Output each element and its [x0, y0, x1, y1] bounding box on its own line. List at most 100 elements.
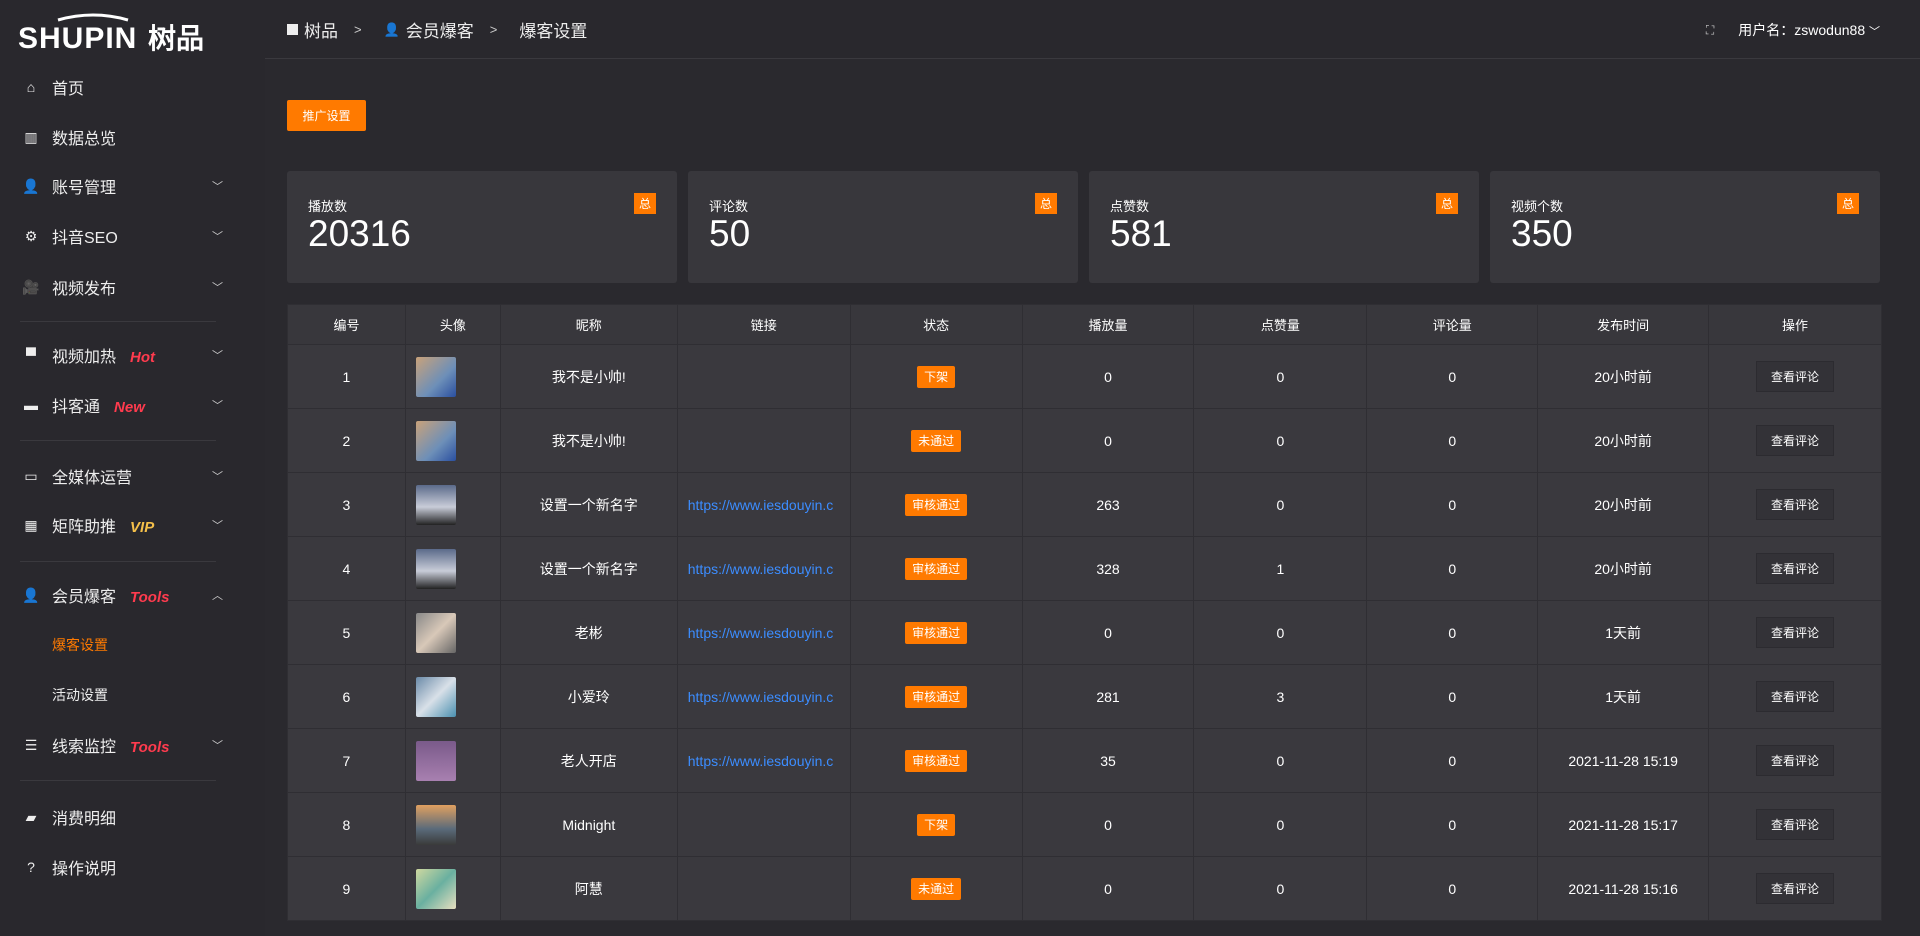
view-comments-button[interactable]: 查看评论 [1756, 553, 1835, 584]
chart-icon [287, 24, 298, 35]
sidebar-item[interactable]: ▥ 数据总览 [0, 117, 265, 157]
sidebar-subitem[interactable]: 爆客设置 [52, 637, 108, 653]
grid-icon: ▦ [24, 516, 38, 533]
divider [20, 561, 216, 562]
nickname: 小爱玲 [499, 664, 678, 729]
video-link[interactable] [676, 344, 851, 409]
sign-icon: ▀ [26, 347, 36, 363]
video-link[interactable]: https://www.iesdouyin.c [676, 600, 851, 665]
status-badge: 未通过 [911, 878, 962, 900]
play-count: 0 [1021, 600, 1195, 665]
user-menu[interactable]: 用户名：zswodun88 ﹀ [1738, 20, 1880, 40]
view-comments-button[interactable]: 查看评论 [1756, 489, 1835, 520]
view-comments-button[interactable]: 查看评论 [1756, 617, 1835, 648]
status-badge: 审核通过 [905, 686, 968, 708]
stat-title: 点赞数 [1110, 199, 1150, 214]
table-row: 1 我不是小帅! 下架 0 0 0 20小时前 查看评论 [287, 344, 1882, 409]
user-icon: 👤 [383, 21, 400, 37]
total-badge: 总 [1435, 193, 1458, 214]
view-comments-button[interactable]: 查看评论 [1756, 361, 1835, 392]
video-link[interactable]: https://www.iesdouyin.c [676, 472, 851, 537]
sidebar-item[interactable]: ☰ 线索监控 Tools ﹀ [0, 725, 265, 765]
stat-title: 视频个数 [1511, 199, 1564, 214]
video-link[interactable]: https://www.iesdouyin.c [676, 536, 851, 601]
help-icon: ? [27, 859, 35, 875]
column-header: 操作 [1708, 304, 1882, 345]
sidebar-item-label: 矩阵助推 VIP [52, 519, 155, 536]
breadcrumb-item[interactable]: 会员爆客 [405, 22, 474, 41]
comment-count: 0 [1366, 792, 1539, 857]
avatar [415, 868, 456, 909]
status-badge: 未通过 [911, 430, 962, 452]
sidebar-item[interactable]: ? 操作说明 [0, 847, 265, 887]
avatar [415, 548, 456, 589]
svg-text:树品: 树品 [148, 22, 204, 52]
table-row: 9 阿慧 未通过 0 0 0 2021-11-28 15:16 查看评论 [287, 856, 1882, 921]
sidebar-item[interactable]: ⚙ 抖音SEO ﹀ [0, 216, 265, 256]
sidebar-item-label: 会员爆客 Tools [52, 589, 170, 606]
comment-count: 0 [1366, 344, 1539, 409]
sidebar-tag: VIP [130, 519, 155, 536]
fullscreen-icon[interactable]: ⛶ [1705, 22, 1715, 37]
user-icon: 👤 [22, 586, 40, 603]
chevron-right-icon: > [354, 22, 362, 37]
promo-settings-button[interactable]: 推广设置 [287, 100, 366, 131]
video-link[interactable] [676, 856, 851, 921]
home-icon: ⌂ [26, 79, 36, 95]
column-header: 编号 [287, 304, 406, 345]
sidebar-item[interactable]: ▦ 矩阵助推 VIP ﹀ [0, 505, 265, 545]
chevron-down-icon: ﹀ [212, 231, 223, 243]
avatar [415, 676, 456, 717]
view-comments-button[interactable]: 查看评论 [1756, 681, 1835, 712]
sidebar-subitem[interactable]: 活动设置 [52, 687, 108, 703]
sidebar: SHUPIN 树品 ⌂ 首页 ▥ 数据总览 👤 账号管理 ﹀ ⚙ 抖音SEO ﹀ 🎥 视频发布 ﹀ ▀ 视频加… [0, 0, 265, 936]
chevron-down-icon: ﹀ [212, 181, 223, 193]
video-link[interactable] [676, 408, 851, 473]
video-link[interactable]: https://www.iesdouyin.c [676, 728, 851, 793]
sidebar-item-label: 数据总览 [52, 131, 117, 148]
divider [20, 321, 216, 322]
view-comments-button[interactable]: 查看评论 [1756, 745, 1835, 776]
play-count: 263 [1021, 472, 1195, 537]
view-comments-button[interactable]: 查看评论 [1756, 425, 1835, 456]
column-header: 点赞量 [1193, 304, 1368, 345]
sidebar-item[interactable]: 👤 会员爆客 Tools ︿ [0, 575, 265, 615]
sidebar-item[interactable]: ▭ 全媒体运营 ﹀ [0, 456, 265, 496]
publish-time: 1天前 [1537, 664, 1710, 729]
header: 树品 > 👤 会员爆客 > 爆客设置 ⛶ 用户名：zswodun88 ﹀ [265, 0, 1920, 59]
divider [20, 780, 216, 781]
like-count: 0 [1193, 472, 1368, 537]
total-badge: 总 [1034, 193, 1057, 214]
nickname: 老人开店 [499, 728, 678, 793]
nickname: 阿慧 [499, 856, 678, 921]
video-link[interactable] [676, 792, 851, 857]
row-id: 7 [287, 728, 406, 793]
publish-time: 20小时前 [1537, 472, 1710, 537]
avatar [415, 804, 456, 845]
sidebar-item-label: 消费明细 [52, 811, 117, 828]
column-header: 链接 [676, 304, 851, 345]
sidebar-item[interactable]: ▰ 消费明细 [0, 797, 265, 837]
table-row: 5 老彬 https://www.iesdouyin.c 审核通过 0 0 0 … [287, 600, 1882, 665]
publish-time: 2021-11-28 15:17 [1537, 792, 1710, 857]
comment-count: 0 [1366, 536, 1539, 601]
sidebar-item[interactable]: ▀ 视频加热 Hot ﹀ [0, 335, 265, 375]
row-id: 2 [287, 408, 406, 473]
sliders-icon: ☰ [24, 736, 38, 753]
comment-count: 0 [1366, 600, 1539, 665]
sidebar-item[interactable]: 👤 账号管理 ﹀ [0, 166, 265, 206]
like-count: 0 [1193, 600, 1368, 665]
view-comments-button[interactable]: 查看评论 [1756, 809, 1835, 840]
sidebar-item[interactable]: 🎥 视频发布 ﹀ [0, 267, 265, 307]
sidebar-item[interactable]: ⌂ 首页 [0, 67, 265, 107]
comment-count: 0 [1366, 728, 1539, 793]
sidebar-item-label: 账号管理 [52, 180, 117, 197]
play-count: 0 [1021, 408, 1195, 473]
sidebar-item[interactable]: ▬ 抖客通 New ﹀ [0, 385, 265, 425]
stat-title: 播放数 [308, 199, 348, 214]
nickname: 我不是小帅! [499, 344, 678, 409]
breadcrumb-item[interactable]: 树品 [304, 22, 338, 41]
nickname: Midnight [499, 792, 678, 857]
video-link[interactable]: https://www.iesdouyin.c [676, 664, 851, 729]
view-comments-button[interactable]: 查看评论 [1756, 873, 1835, 904]
